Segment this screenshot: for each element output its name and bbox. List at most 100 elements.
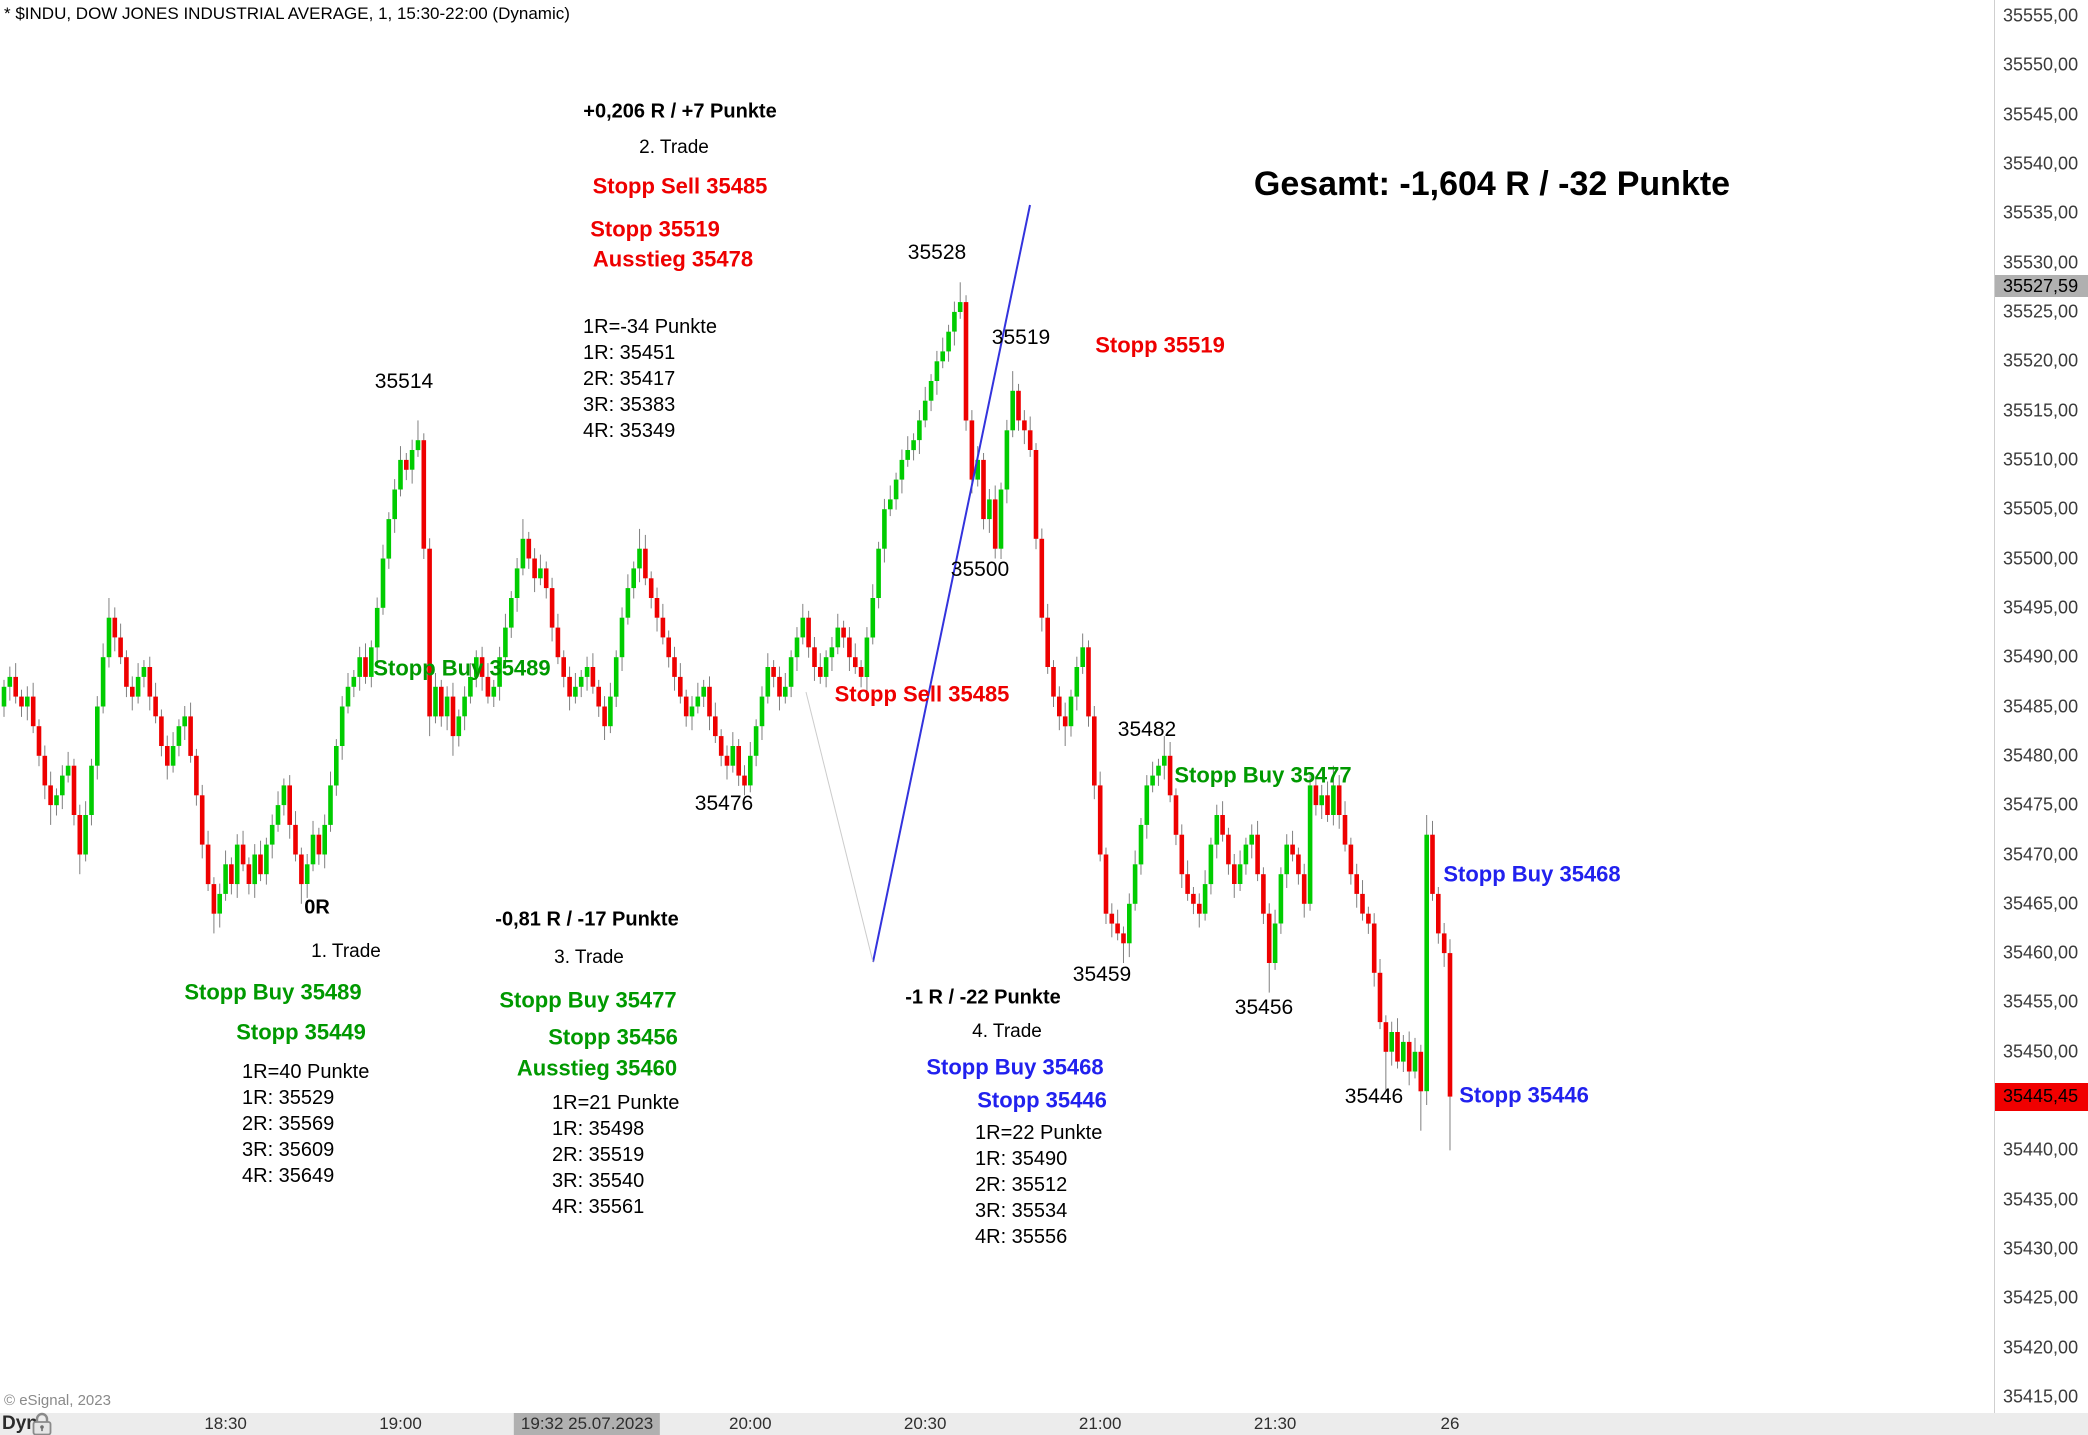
candle-down	[77, 815, 83, 855]
candle-up	[1272, 923, 1278, 963]
price-tick: 35430,00	[2003, 1238, 2079, 1259]
candle-down	[736, 746, 741, 776]
candle-up	[223, 864, 228, 894]
candlestick-chart[interactable]	[0, 0, 1994, 1413]
candle-up	[870, 598, 876, 638]
candle-up	[619, 617, 625, 658]
candle-up	[882, 509, 887, 549]
lock-icon[interactable]	[30, 1409, 54, 1435]
candle-up	[503, 627, 508, 658]
candle-down	[479, 657, 485, 677]
candle-down	[229, 864, 234, 884]
candle-down	[159, 716, 164, 746]
candle-down	[1371, 923, 1377, 973]
candle-up	[141, 667, 147, 677]
price-tick: 35520,00	[2003, 350, 2079, 371]
candle-up	[637, 548, 642, 569]
candle-down	[1261, 874, 1266, 914]
candle-down	[777, 676, 782, 697]
candle-down	[194, 755, 199, 796]
candle-up	[1138, 824, 1144, 865]
candle-down	[1115, 923, 1120, 934]
candle-up	[876, 548, 881, 598]
candle-up	[334, 746, 339, 786]
candle-up	[474, 657, 479, 677]
candle-down	[42, 755, 48, 786]
candle-down	[1377, 972, 1383, 1023]
candle-down	[427, 548, 432, 717]
candle-down	[555, 627, 561, 658]
candle-down	[1313, 785, 1319, 806]
blue-trendline[interactable]	[872, 204, 1031, 963]
candle-down	[666, 637, 671, 658]
candle-up	[304, 864, 310, 884]
candle-down	[707, 686, 712, 717]
price-tick: 35465,00	[2003, 893, 2079, 914]
candle-up	[252, 854, 257, 885]
candle-down	[1395, 1032, 1400, 1062]
price-tick: 35480,00	[2003, 745, 2079, 766]
candle-up	[1412, 1051, 1418, 1072]
candle-down	[853, 657, 858, 668]
candle-up	[1150, 775, 1155, 786]
candle-up	[264, 844, 269, 875]
candle-up	[357, 657, 362, 677]
candle-up	[893, 479, 899, 500]
price-tick: 35485,00	[2003, 696, 2079, 716]
price-tick: 35425,00	[2003, 1287, 2079, 1308]
candle-down	[1354, 874, 1359, 894]
candle-up	[794, 637, 800, 658]
candle-up	[386, 519, 392, 559]
dynamic-session-label: Dyn	[2, 1413, 38, 1434]
candle-down	[963, 302, 969, 421]
time-axis[interactable]: Dyn 18:30 19:00 19:32 25.07.2023 20:00 20:30…	[0, 1412, 2088, 1435]
candle-down	[648, 578, 654, 598]
candle-up	[351, 676, 357, 687]
price-tick: 35530,00	[2003, 252, 2079, 273]
candle-up	[1331, 785, 1336, 815]
candle-up	[1068, 696, 1074, 727]
candle-up	[497, 657, 502, 687]
gray-trendline[interactable]	[805, 691, 874, 963]
candle-down	[713, 716, 718, 737]
candle-down	[1336, 785, 1342, 815]
candle-up	[514, 568, 520, 598]
price-tick: 35490,00	[2003, 646, 2079, 667]
candle-down	[1383, 1022, 1389, 1052]
candle-down	[246, 864, 252, 884]
candle-down	[316, 834, 322, 855]
candle-down	[561, 657, 566, 677]
candle-down	[654, 598, 660, 618]
price-axis[interactable]: 35555,00 35550,00 35545,00 35540,00 35535,00…	[1994, 0, 2088, 1413]
candle-down	[1406, 1041, 1412, 1072]
candle-up	[823, 657, 829, 677]
time-tick: 21:30	[1253, 1414, 1297, 1433]
candle-up	[578, 676, 584, 687]
chart-title: * $INDU, DOW JONES INDUSTRIAL AVERAGE, 1…	[4, 4, 570, 23]
candle-down	[683, 696, 689, 717]
candle-down	[1092, 716, 1097, 786]
candle-up	[905, 450, 910, 460]
candle-up	[322, 824, 327, 855]
candle-up	[753, 726, 759, 756]
candle-down	[1027, 430, 1033, 450]
candle-up	[369, 647, 374, 677]
candle-down	[1296, 854, 1301, 875]
candle-up	[415, 440, 421, 451]
candle-up	[1127, 903, 1132, 944]
candle-down	[165, 746, 170, 766]
price-tick: 35525,00	[2003, 301, 2079, 322]
candle-down	[36, 726, 42, 756]
candle-up	[608, 696, 613, 727]
candle-up	[888, 499, 893, 510]
candle-down	[1342, 815, 1348, 845]
candle-up	[917, 420, 922, 441]
candle-up	[631, 568, 636, 589]
candle-down	[1232, 864, 1237, 884]
candle-down	[188, 716, 193, 756]
candle-up	[573, 686, 578, 697]
candle-up	[1132, 864, 1138, 904]
candle-down	[1220, 815, 1225, 835]
candle-up	[25, 696, 30, 707]
candle-up	[269, 824, 275, 845]
